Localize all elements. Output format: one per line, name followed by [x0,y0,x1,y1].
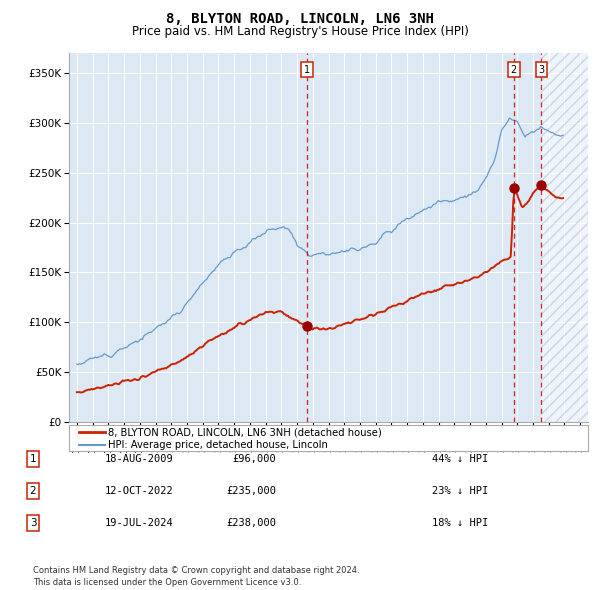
Text: 2: 2 [29,486,37,496]
Text: 3: 3 [29,518,37,527]
Text: 44% ↓ HPI: 44% ↓ HPI [432,454,488,464]
Text: 18% ↓ HPI: 18% ↓ HPI [432,518,488,527]
Text: £238,000: £238,000 [226,518,276,527]
Text: 8, BLYTON ROAD, LINCOLN, LN6 3NH (detached house): 8, BLYTON ROAD, LINCOLN, LN6 3NH (detach… [108,427,382,437]
Text: Contains HM Land Registry data © Crown copyright and database right 2024.
This d: Contains HM Land Registry data © Crown c… [33,566,359,587]
Text: 18-AUG-2009: 18-AUG-2009 [105,454,174,464]
Text: Price paid vs. HM Land Registry's House Price Index (HPI): Price paid vs. HM Land Registry's House … [131,25,469,38]
Text: 12-OCT-2022: 12-OCT-2022 [105,486,174,496]
Text: 2: 2 [511,65,517,75]
Text: £96,000: £96,000 [232,454,276,464]
Text: 8, BLYTON ROAD, LINCOLN, LN6 3NH: 8, BLYTON ROAD, LINCOLN, LN6 3NH [166,12,434,26]
Text: 3: 3 [538,65,545,75]
Text: 1: 1 [304,65,310,75]
Text: 1: 1 [29,454,37,464]
Text: HPI: Average price, detached house, Lincoln: HPI: Average price, detached house, Linc… [108,440,328,450]
Text: 19-JUL-2024: 19-JUL-2024 [105,518,174,527]
Bar [541,23,600,422]
Text: £235,000: £235,000 [226,486,276,496]
Text: 23% ↓ HPI: 23% ↓ HPI [432,486,488,496]
